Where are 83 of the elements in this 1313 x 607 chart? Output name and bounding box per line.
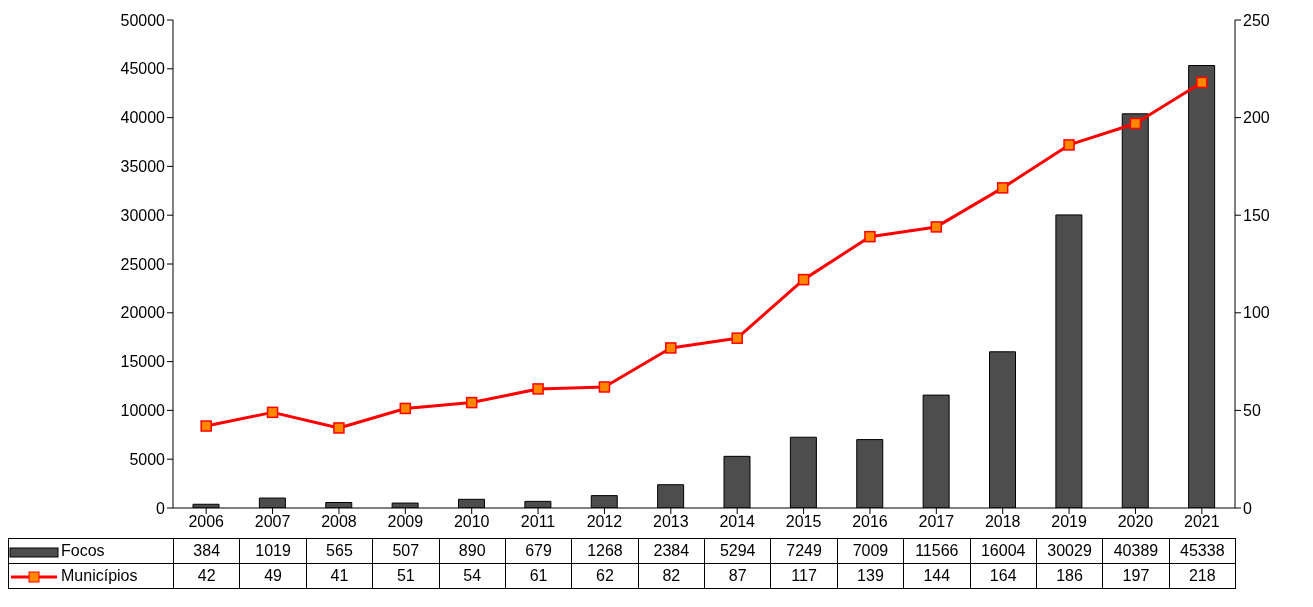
data-label: 82 [638, 563, 705, 589]
data-label: 890 [439, 538, 506, 564]
y-tick-label: 5000 [129, 450, 166, 468]
data-label: 7009 [837, 538, 904, 564]
data-label: 40389 [1102, 538, 1170, 564]
y2-tick-label: 100 [1243, 304, 1270, 322]
data-label: 164 [970, 563, 1037, 589]
y2-tick-label: 150 [1243, 206, 1270, 224]
data-label: 218 [1169, 563, 1236, 589]
data-label: 5294 [704, 538, 771, 564]
y2-tick-label: 250 [1243, 11, 1270, 29]
x-tick-label: 2020 [1117, 513, 1154, 531]
y-tick-label: 30000 [120, 206, 166, 224]
point [1129, 117, 1142, 130]
x-tick-label: 2019 [1051, 513, 1087, 531]
data-label: 87 [704, 563, 771, 589]
point [532, 383, 544, 395]
data-label: 117 [770, 563, 838, 589]
data-label: 42 [173, 563, 240, 589]
data-label: 61 [505, 563, 572, 589]
x-tick-label: 2009 [387, 513, 424, 531]
point [266, 406, 279, 419]
data-label: 507 [372, 538, 439, 564]
point [864, 230, 876, 243]
data-label: 1019 [239, 538, 307, 564]
data-label: 11566 [903, 538, 970, 564]
legend-label: Focos [61, 542, 105, 559]
x-tick-label: 2018 [984, 513, 1021, 531]
y-tick-label: 0 [156, 499, 166, 517]
x-tick-label: 2012 [586, 513, 623, 531]
data-label: 62 [571, 563, 639, 589]
data-label: 54 [439, 563, 506, 589]
data-label: 186 [1036, 563, 1103, 589]
data-label: 139 [837, 563, 904, 589]
data-label: 51 [372, 563, 439, 589]
y2-tick-label: 200 [1243, 109, 1270, 127]
data-label: 45338 [1169, 538, 1236, 564]
x-tick-label: 2013 [653, 513, 689, 531]
data-label: 679 [505, 538, 572, 564]
y-tick-label: 10000 [120, 402, 166, 420]
point [731, 332, 743, 344]
point [930, 221, 943, 233]
data-label: 16004 [970, 538, 1037, 564]
point [200, 420, 212, 432]
data-label: 49 [239, 563, 307, 589]
y-tick-label: 45000 [120, 60, 166, 78]
y-tick-label: 35000 [120, 158, 166, 176]
data-label: 384 [173, 538, 240, 564]
legend-label: Municípios [61, 567, 138, 584]
point [797, 273, 810, 286]
y-tick-label: 50000 [120, 11, 166, 29]
data-label: 7249 [770, 538, 838, 564]
y-tick-label: 15000 [120, 353, 166, 371]
x-tick-label: 2010 [453, 513, 490, 531]
y-tick-label: 25000 [120, 255, 166, 273]
point [1063, 139, 1075, 151]
x-tick-label: 2011 [520, 513, 556, 531]
data-label: 1268 [571, 538, 639, 564]
x-tick-label: 2008 [321, 513, 357, 531]
x-tick-label: 2016 [852, 513, 888, 531]
x-tick-label: 2015 [785, 513, 822, 531]
data-label: 30029 [1036, 538, 1103, 564]
y-tick-label: 40000 [120, 109, 166, 127]
x-tick-label: 2017 [918, 513, 955, 531]
y2-tick-label: 50 [1243, 402, 1261, 420]
data-label: 565 [306, 538, 373, 564]
point [1196, 76, 1208, 89]
point [399, 402, 412, 415]
y-tick-label: 20000 [120, 304, 166, 322]
x-tick-label: 2021 [1184, 513, 1220, 531]
data-label: 2384 [638, 538, 705, 564]
y2-tick-label: 0 [1243, 499, 1252, 517]
data-label: 144 [903, 563, 970, 589]
point [665, 342, 677, 354]
x-tick-label: 2007 [254, 513, 291, 531]
data-label: 197 [1102, 563, 1170, 589]
data-label: 41 [306, 563, 373, 589]
x-tick-label: 2006 [188, 513, 225, 531]
point [996, 182, 1009, 194]
point [465, 396, 478, 409]
point [333, 422, 345, 434]
x-tick-label: 2014 [719, 513, 756, 531]
point [598, 381, 611, 393]
